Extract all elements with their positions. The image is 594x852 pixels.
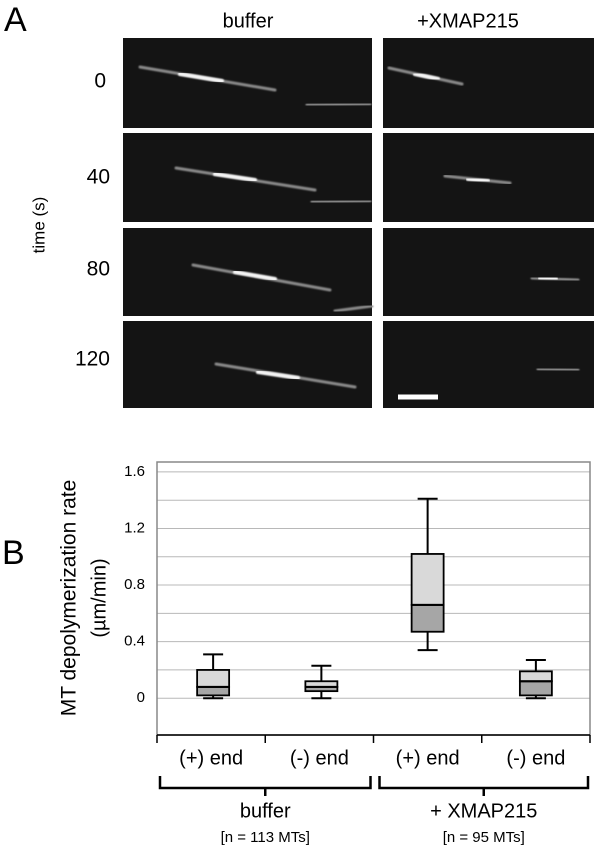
column-header: buffer (223, 10, 274, 32)
box-upper (518, 670, 553, 683)
group-note: [n = 95 MTs] (443, 829, 525, 846)
x-tick-label: (-) end (290, 747, 349, 769)
y-tick-label: 0.8 (124, 576, 145, 593)
box-plot: B MT depolymerization rate (µm/min) (2, 480, 110, 717)
time-label: 120 (75, 348, 110, 371)
y-tick-label: 0.4 (124, 633, 145, 650)
panel-label: A (4, 1, 27, 39)
y-axis-label: MT depolymerization rate (58, 480, 81, 717)
micrographs (123, 38, 594, 408)
time-label: 40 (87, 166, 110, 189)
box-lower (518, 680, 553, 697)
time-label: 80 (87, 258, 110, 281)
group-bracket (378, 776, 590, 796)
box-upper (196, 669, 231, 688)
group-bracket (158, 776, 372, 796)
x-tick-label: (+) end (179, 747, 243, 769)
y-tick-label: 1.2 (124, 519, 145, 536)
panel-label: B (2, 534, 25, 572)
y-tick-label: 0 (137, 689, 145, 706)
box-upper (410, 553, 445, 606)
box-lower (196, 686, 231, 697)
y-tick-label: 1.6 (124, 463, 145, 480)
group-note: [n = 113 MTs] (221, 829, 310, 846)
time-label: 0 (94, 70, 106, 93)
x-tick-label: (-) end (506, 747, 565, 769)
group-label: buffer (240, 800, 291, 822)
axis-label: time (s) (29, 197, 48, 254)
column-header: +XMAP215 (417, 10, 519, 32)
box-lower (410, 603, 445, 633)
group-label: + XMAP215 (430, 800, 537, 822)
y-axis-label: (µm/min) (88, 558, 110, 637)
x-tick-label: (+) end (396, 747, 460, 769)
